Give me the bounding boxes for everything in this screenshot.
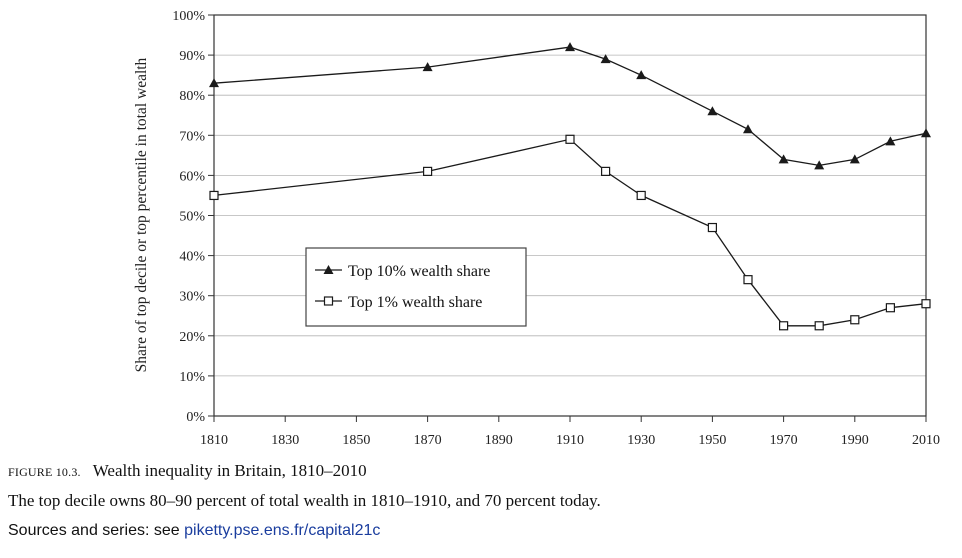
legend-marker-top1 [323,296,334,306]
data-point-top1 [636,190,646,201]
x-tick-label: 1970 [770,433,798,448]
y-tick-label: 70% [179,129,205,144]
legend-label-top10: Top 10% wealth share [348,263,490,280]
x-tick-label: 1950 [698,433,726,448]
y-tick-label: 50% [179,210,205,225]
data-point-top10 [778,154,789,164]
y-tick-label: 80% [179,89,205,104]
wealth-inequality-chart: 0%10%20%30%40%50%60%70%80%90%100% 1810 18… [133,9,940,448]
data-point-top10 [849,154,860,164]
series-line-top1 [213,138,927,327]
data-point-top10 [636,70,647,80]
data-point-top1 [885,303,896,313]
data-point-top10 [209,78,219,88]
y-tick-label: 10% [179,370,205,385]
x-tick-label: 1890 [485,433,513,448]
series-line-top10 [213,46,927,167]
data-point-top1 [778,321,789,331]
data-point-top1 [814,321,824,331]
data-point-top1 [850,315,860,325]
legend: Top 10% wealth share Top 1% wealth share [305,247,527,327]
series-layer [209,42,931,331]
x-tick-label: 1870 [414,433,442,448]
y-axis-title: Share of top decile or top percentile in… [133,57,150,372]
data-point-top10 [707,106,718,116]
figure-label: FIGURE 10.3. [8,465,81,479]
data-point-top1 [423,166,433,176]
x-tick-label: 1930 [627,433,655,448]
data-point-top10 [600,54,611,64]
sources-line: Sources and series: see piketty.pse.ens.… [8,518,948,544]
legend-label-top1: Top 1% wealth share [348,294,482,311]
y-tick-label: 60% [179,169,205,184]
data-point-top1 [209,190,219,201]
y-axis-ticks: 0% 10% 20% 30% 40% 50% 60% 70% 80% 90% 100% [172,9,214,425]
data-point-top10 [565,42,575,52]
y-tick-label: 40% [179,250,205,265]
y-tick-label: 0% [186,410,205,425]
x-axis-ticks: 1810 1830 1850 1870 1890 1910 1930 1950 1970 1990… [200,416,940,448]
y-tick-label: 100% [172,9,205,24]
sources-link[interactable]: piketty.pse.ens.fr/capital21c [184,522,381,539]
data-point-top10 [743,124,753,134]
data-point-top10 [422,62,433,72]
y-tick-label: 20% [179,330,205,345]
x-tick-label: 1830 [271,433,299,448]
data-point-top1 [921,299,931,309]
legend-marker-top10 [323,265,334,274]
data-point-top1 [707,222,718,233]
x-tick-label: 1810 [200,433,228,448]
x-tick-label: 1990 [841,433,869,448]
x-tick-label: 1850 [342,433,370,448]
x-tick-label: 2010 [912,433,940,448]
data-point-top10 [921,128,931,138]
y-tick-label: 30% [179,290,205,305]
figure-description: The top decile owns 80–90 percent of tot… [8,491,601,510]
data-point-top1 [565,134,575,144]
figure-title: Wealth inequality in Britain, 1810–2010 [92,461,367,480]
data-point-top10 [885,136,896,146]
legend-box [305,247,527,327]
figure-title-line: FIGURE 10.3. Wealth inequality in Britain… [8,458,948,484]
y-tick-label: 90% [179,49,205,64]
x-tick-label: 1910 [556,433,584,448]
sources-prefix: Sources and series: see [8,522,180,539]
data-point-top1 [600,166,611,176]
data-point-top1 [743,275,753,285]
figure-caption: FIGURE 10.3. Wealth inequality in Britain… [8,458,948,544]
data-point-top10 [814,160,825,170]
